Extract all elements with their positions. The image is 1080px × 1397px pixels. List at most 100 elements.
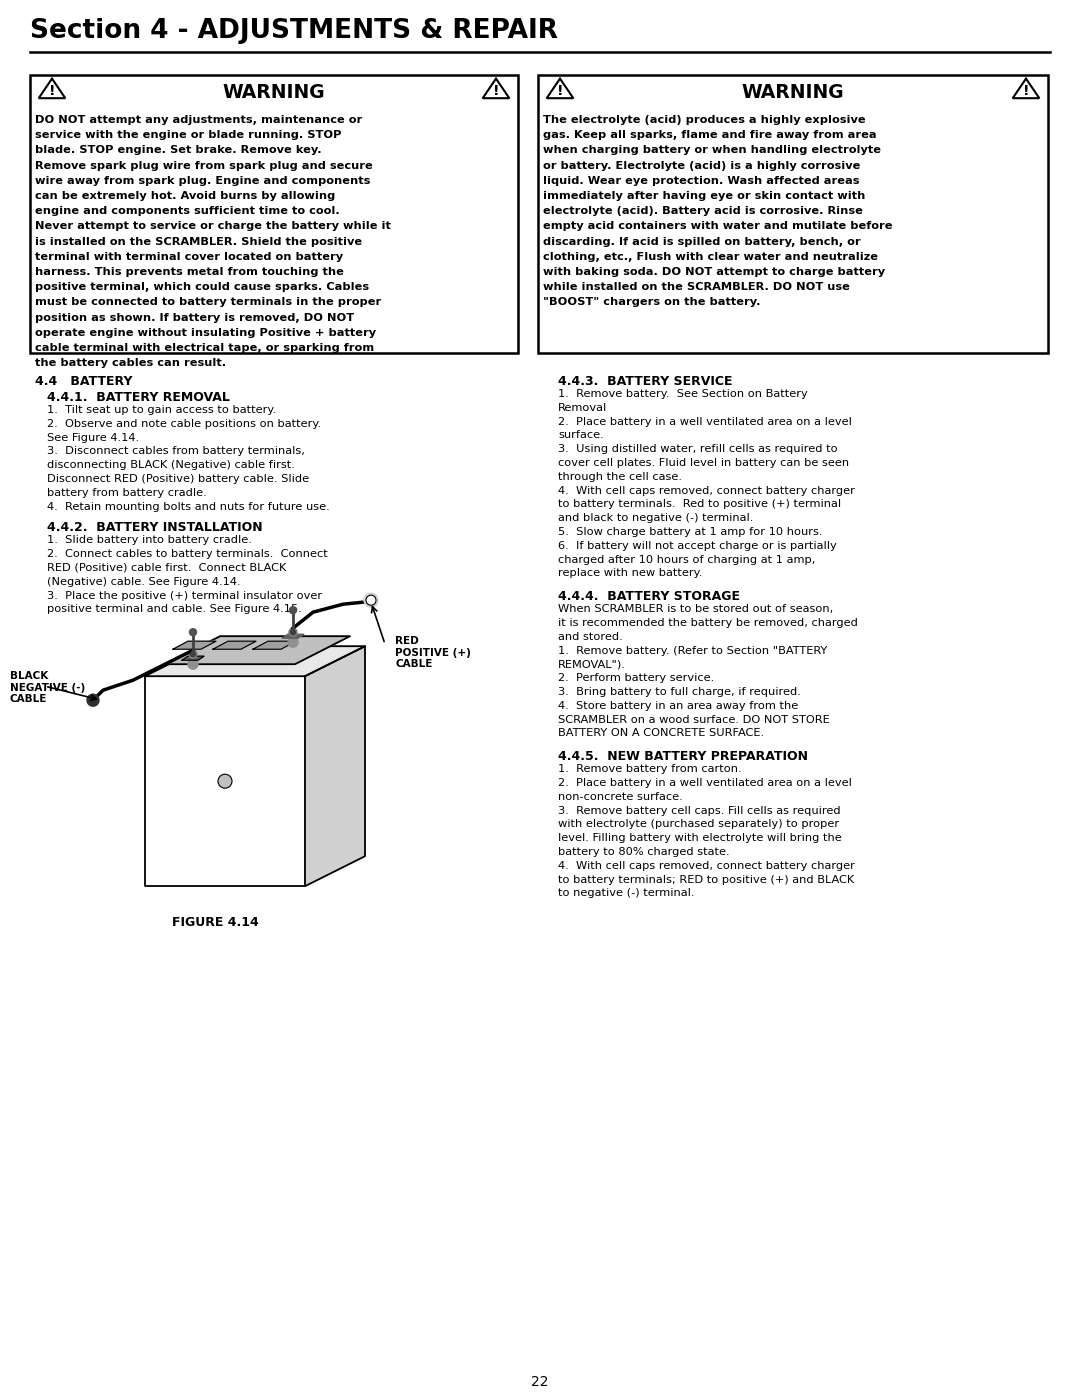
Text: REMOVAL").: REMOVAL"). <box>558 659 626 669</box>
Text: 1.  Slide battery into battery cradle.: 1. Slide battery into battery cradle. <box>48 535 252 545</box>
Text: empty acid containers with water and mutilate before: empty acid containers with water and mut… <box>543 221 892 232</box>
Text: 6.  If battery will not accept charge or is partially: 6. If battery will not accept charge or … <box>558 541 837 550</box>
Bar <box>30 75 518 353</box>
Text: to battery terminals; RED to positive (+) and BLACK: to battery terminals; RED to positive (+… <box>558 875 854 884</box>
Text: positive terminal and cable. See Figure 4.15.: positive terminal and cable. See Figure … <box>48 605 302 615</box>
Text: 4.4.5.  NEW BATTERY PREPARATION: 4.4.5. NEW BATTERY PREPARATION <box>558 750 808 763</box>
Text: with baking soda. DO NOT attempt to charge battery: with baking soda. DO NOT attempt to char… <box>543 267 886 277</box>
Polygon shape <box>253 641 296 650</box>
Text: When SCRAMBLER is to be stored out of season,: When SCRAMBLER is to be stored out of se… <box>558 604 834 615</box>
Text: to battery terminals.  Red to positive (+) terminal: to battery terminals. Red to positive (+… <box>558 499 841 510</box>
Text: 2.  Perform battery service.: 2. Perform battery service. <box>558 673 714 683</box>
Text: BATTERY ON A CONCRETE SURFACE.: BATTERY ON A CONCRETE SURFACE. <box>558 728 765 739</box>
Circle shape <box>289 606 297 613</box>
Text: gas. Keep all sparks, flame and fire away from area: gas. Keep all sparks, flame and fire awa… <box>543 130 877 140</box>
Text: disconnecting BLACK (Negative) cable first.: disconnecting BLACK (Negative) cable fir… <box>48 460 295 471</box>
Text: when charging battery or when handling electrolyte: when charging battery or when handling e… <box>543 145 881 155</box>
Text: 1.  Remove battery. (Refer to Section "BATTERY: 1. Remove battery. (Refer to Section "BA… <box>558 645 827 655</box>
Text: 4.  With cell caps removed, connect battery charger: 4. With cell caps removed, connect batte… <box>558 486 855 496</box>
Text: 2.  Place battery in a well ventilated area on a level: 2. Place battery in a well ventilated ar… <box>558 416 852 426</box>
Circle shape <box>364 594 378 608</box>
Text: 1.  Remove battery from carton.: 1. Remove battery from carton. <box>558 764 742 774</box>
Polygon shape <box>1013 78 1039 98</box>
Text: 2.  Connect cables to battery terminals.  Connect: 2. Connect cables to battery terminals. … <box>48 549 327 559</box>
Text: non-concrete surface.: non-concrete surface. <box>558 792 683 802</box>
Polygon shape <box>165 636 350 664</box>
Polygon shape <box>213 641 256 650</box>
Text: the battery cables can result.: the battery cables can result. <box>35 358 226 369</box>
Text: clothing, etc., Flush with clear water and neutralize: clothing, etc., Flush with clear water a… <box>543 251 878 261</box>
Text: 1.  Remove battery.  See Section on Battery: 1. Remove battery. See Section on Batter… <box>558 388 808 400</box>
Text: Section 4 - ADJUSTMENTS & REPAIR: Section 4 - ADJUSTMENTS & REPAIR <box>30 18 558 43</box>
Polygon shape <box>183 657 204 661</box>
Text: DO NOT attempt any adjustments, maintenance or: DO NOT attempt any adjustments, maintena… <box>35 115 362 124</box>
Polygon shape <box>546 78 573 98</box>
Text: engine and components sufficient time to cool.: engine and components sufficient time to… <box>35 207 340 217</box>
Text: RED (Positive) cable first.  Connect BLACK: RED (Positive) cable first. Connect BLAC… <box>48 563 286 573</box>
Text: wire away from spark plug. Engine and components: wire away from spark plug. Engine and co… <box>35 176 370 186</box>
Text: 3.  Place the positive (+) terminal insulator over: 3. Place the positive (+) terminal insul… <box>48 591 322 601</box>
Text: discarding. If acid is spilled on battery, bench, or: discarding. If acid is spilled on batter… <box>543 236 861 247</box>
Circle shape <box>288 637 298 647</box>
Text: 3.  Using distilled water, refill cells as required to: 3. Using distilled water, refill cells a… <box>558 444 838 454</box>
Text: 4.  With cell caps removed, connect battery charger: 4. With cell caps removed, connect batte… <box>558 861 855 870</box>
Text: 4.  Store battery in an area away from the: 4. Store battery in an area away from th… <box>558 701 798 711</box>
Text: 3.  Remove battery cell caps. Fill cells as required: 3. Remove battery cell caps. Fill cells … <box>558 806 840 816</box>
Text: immediately after having eye or skin contact with: immediately after having eye or skin con… <box>543 191 865 201</box>
Text: Never attempt to service or charge the battery while it: Never attempt to service or charge the b… <box>35 221 391 232</box>
Circle shape <box>188 659 198 669</box>
Text: See Figure 4.14.: See Figure 4.14. <box>48 433 139 443</box>
Polygon shape <box>305 647 365 886</box>
Text: 5.  Slow charge battery at 1 amp for 10 hours.: 5. Slow charge battery at 1 amp for 10 h… <box>558 527 823 536</box>
Text: The electrolyte (acid) produces a highly explosive: The electrolyte (acid) produces a highly… <box>543 115 866 124</box>
Polygon shape <box>483 78 510 98</box>
Text: cover cell plates. Fluid level in battery can be seen: cover cell plates. Fluid level in batter… <box>558 458 849 468</box>
Circle shape <box>189 650 197 658</box>
Polygon shape <box>173 641 216 650</box>
Circle shape <box>366 595 376 605</box>
Circle shape <box>189 629 197 636</box>
Text: 4.4   BATTERY: 4.4 BATTERY <box>35 374 133 388</box>
Bar <box>538 75 1048 353</box>
Polygon shape <box>39 78 65 98</box>
Text: positive terminal, which could cause sparks. Cables: positive terminal, which could cause spa… <box>35 282 369 292</box>
Text: cable terminal with electrical tape, or sparking from: cable terminal with electrical tape, or … <box>35 344 374 353</box>
Circle shape <box>291 630 296 634</box>
Circle shape <box>87 694 99 707</box>
Text: electrolyte (acid). Battery acid is corrosive. Rinse: electrolyte (acid). Battery acid is corr… <box>543 207 863 217</box>
Text: 3.  Bring battery to full charge, if required.: 3. Bring battery to full charge, if requ… <box>558 687 801 697</box>
Text: Remove spark plug wire from spark plug and secure: Remove spark plug wire from spark plug a… <box>35 161 373 170</box>
Text: must be connected to battery terminals in the proper: must be connected to battery terminals i… <box>35 298 381 307</box>
Text: harness. This prevents metal from touching the: harness. This prevents metal from touchi… <box>35 267 343 277</box>
Text: can be extremely hot. Avoid burns by allowing: can be extremely hot. Avoid burns by all… <box>35 191 335 201</box>
Text: 22: 22 <box>531 1375 549 1389</box>
Text: it is recommended the battery be removed, charged: it is recommended the battery be removed… <box>558 617 858 629</box>
Text: or battery. Electrolyte (acid) is a highly corrosive: or battery. Electrolyte (acid) is a high… <box>543 161 861 170</box>
Text: 1.  Tilt seat up to gain access to battery.: 1. Tilt seat up to gain access to batter… <box>48 405 276 415</box>
Text: charged after 10 hours of charging at 1 amp,: charged after 10 hours of charging at 1 … <box>558 555 815 564</box>
Text: WARNING: WARNING <box>222 82 325 102</box>
Text: position as shown. If battery is removed, DO NOT: position as shown. If battery is removed… <box>35 313 354 323</box>
Text: 4.4.1.  BATTERY REMOVAL: 4.4.1. BATTERY REMOVAL <box>48 391 230 404</box>
Text: liquid. Wear eye protection. Wash affected areas: liquid. Wear eye protection. Wash affect… <box>543 176 860 186</box>
Text: Disconnect RED (Positive) battery cable. Slide: Disconnect RED (Positive) battery cable.… <box>48 474 309 483</box>
Text: through the cell case.: through the cell case. <box>558 472 681 482</box>
Text: and stored.: and stored. <box>558 631 623 641</box>
Circle shape <box>218 774 232 788</box>
Text: battery from battery cradle.: battery from battery cradle. <box>48 488 206 497</box>
Text: to negative (-) terminal.: to negative (-) terminal. <box>558 888 694 898</box>
Text: surface.: surface. <box>558 430 604 440</box>
Text: 2.  Observe and note cable positions on battery.: 2. Observe and note cable positions on b… <box>48 419 321 429</box>
Text: blade. STOP engine. Set brake. Remove key.: blade. STOP engine. Set brake. Remove ke… <box>35 145 322 155</box>
Text: !: ! <box>1023 84 1029 98</box>
Text: service with the engine or blade running. STOP: service with the engine or blade running… <box>35 130 341 140</box>
Text: RED
POSITIVE (+)
CABLE: RED POSITIVE (+) CABLE <box>395 636 471 669</box>
Text: FIGURE 4.14: FIGURE 4.14 <box>172 916 258 929</box>
Polygon shape <box>282 634 303 638</box>
Text: 2.  Place battery in a well ventilated area on a level: 2. Place battery in a well ventilated ar… <box>558 778 852 788</box>
Text: battery to 80% charged state.: battery to 80% charged state. <box>558 847 730 856</box>
Text: WARNING: WARNING <box>742 82 845 102</box>
Text: while installed on the SCRAMBLER. DO NOT use: while installed on the SCRAMBLER. DO NOT… <box>543 282 850 292</box>
Text: and black to negative (-) terminal.: and black to negative (-) terminal. <box>558 513 754 524</box>
Text: with electrolyte (purchased separately) to proper: with electrolyte (purchased separately) … <box>558 820 839 830</box>
